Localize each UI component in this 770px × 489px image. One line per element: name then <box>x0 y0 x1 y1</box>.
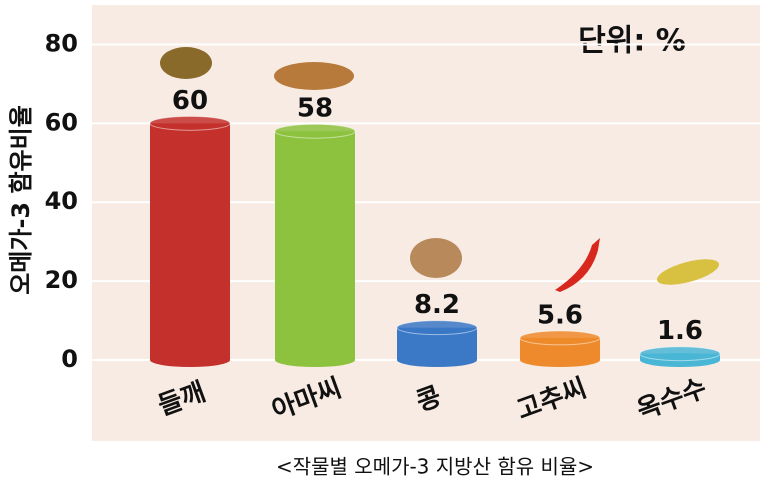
bar-base <box>150 353 230 367</box>
value-label: 60 <box>172 86 208 116</box>
caption: <작물별 오메가-3 지방산 함유 비율> <box>276 455 594 479</box>
icons <box>160 47 720 292</box>
value-label: 5.6 <box>537 300 583 330</box>
bar-base <box>520 353 600 367</box>
bar-base <box>275 353 355 367</box>
bar-top <box>149 115 231 131</box>
bar-base <box>397 353 477 367</box>
y-tick-label: 80 <box>45 29 78 57</box>
y-axis-title: 오메가-3 함유비율 <box>7 105 35 295</box>
y-tick-label: 20 <box>45 266 78 294</box>
bar <box>275 131 355 360</box>
bar <box>150 123 230 360</box>
bar-top <box>639 346 721 362</box>
y-tick-label: 40 <box>45 187 78 215</box>
value-label: 1.6 <box>657 316 703 346</box>
bar-top <box>274 123 356 139</box>
bar-top <box>519 330 601 346</box>
value-label: 58 <box>297 94 333 124</box>
unit-note: 단위: % <box>578 24 686 59</box>
y-tick-label: 60 <box>45 108 78 136</box>
y-tick-label: 0 <box>61 345 78 373</box>
bar-top <box>396 320 478 336</box>
value-label: 8.2 <box>414 290 460 320</box>
